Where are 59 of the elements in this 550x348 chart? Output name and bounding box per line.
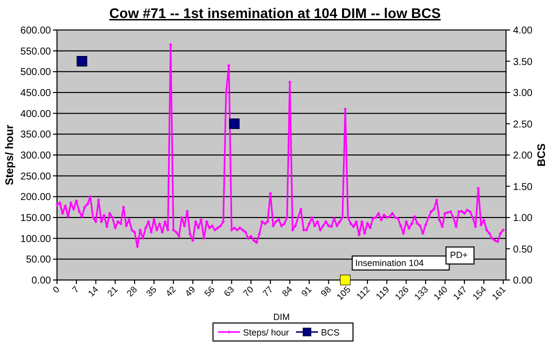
y-tick-label: 250.00 xyxy=(20,171,52,182)
y2-axis-title: BCS xyxy=(536,143,548,167)
x-tick-label: 49 xyxy=(183,284,198,298)
x-tick-label: 42 xyxy=(164,284,178,298)
x-tick-label: 161 xyxy=(490,284,508,302)
legend-label: Steps/ hour xyxy=(243,328,290,338)
x-tick-label: 84 xyxy=(280,284,294,298)
x-tick-label: 35 xyxy=(144,284,158,298)
y-tick-label: 400.00 xyxy=(20,108,52,120)
y-tick-label: 500.00 xyxy=(20,67,52,78)
note-box: Insemination 104 xyxy=(352,256,450,270)
y-axis-title: Steps/ hour xyxy=(4,124,16,186)
x-tick-label: 98 xyxy=(318,284,334,298)
x-tick-label: 91 xyxy=(299,284,314,298)
y-tick-label: 300.00 xyxy=(20,150,52,162)
y-tick-label: 0.00 xyxy=(32,276,52,286)
chart-title: Cow #71 -- 1st insemination at 104 DIM -- low BCS xyxy=(109,5,441,21)
y-tick-label: 450.00 xyxy=(20,88,52,99)
y2-tick-label: 3.00 xyxy=(513,88,533,99)
x-tick-label: 140 xyxy=(432,284,450,302)
point xyxy=(229,118,240,129)
y-tick-label: 200.00 xyxy=(20,192,52,204)
y-tick-label: 350.00 xyxy=(20,130,52,141)
x-tick-label: 126 xyxy=(392,284,411,302)
point xyxy=(340,274,350,286)
x-tick-label: 14 xyxy=(86,284,100,298)
y2-tick-label: 2.50 xyxy=(513,119,533,130)
x-tick-label: 133 xyxy=(412,284,430,302)
y-tick-label: 50.00 xyxy=(26,254,52,266)
y-tick-label: 100.00 xyxy=(20,234,52,245)
y-tick-label: 600.00 xyxy=(20,26,52,36)
x-tick-label: 119 xyxy=(374,284,392,302)
note-box: PD+ xyxy=(446,246,474,264)
y-tick-label: 550.00 xyxy=(20,46,52,58)
legend-label: BCS xyxy=(321,328,340,338)
y2-tick-label: 4.00 xyxy=(513,26,533,36)
x-tick-label: 56 xyxy=(202,284,217,298)
annotation: Insemination 104 xyxy=(355,258,424,268)
x-tick-label: 63 xyxy=(222,284,236,298)
y2-tick-label: 0.50 xyxy=(513,244,533,256)
x-tick-label: 77 xyxy=(260,284,275,298)
x-tick-label: 0 xyxy=(50,284,62,295)
y2-tick-label: 0.00 xyxy=(513,276,533,286)
annotation: PD+ xyxy=(450,250,468,260)
x-tick-label: 70 xyxy=(241,284,256,298)
y2-tick-label: 2.00 xyxy=(513,150,533,162)
x-tick-label: 28 xyxy=(124,284,140,298)
y-tick-label: 150.00 xyxy=(20,213,52,224)
point xyxy=(76,56,88,66)
x-tick-label: 105 xyxy=(334,284,352,302)
y2-tick-label: 3.50 xyxy=(513,56,533,68)
x-axis-title: DIM xyxy=(273,312,290,322)
x-tick-label: 112 xyxy=(354,284,372,302)
x-tick-label: 21 xyxy=(105,284,120,298)
x-tick-label: 147 xyxy=(451,284,469,302)
x-tick-label: 7 xyxy=(70,284,81,295)
y2-tick-label: 1.00 xyxy=(513,213,533,224)
y2-tick-label: 1.50 xyxy=(513,182,533,193)
x-tick-label: 154 xyxy=(470,284,488,302)
